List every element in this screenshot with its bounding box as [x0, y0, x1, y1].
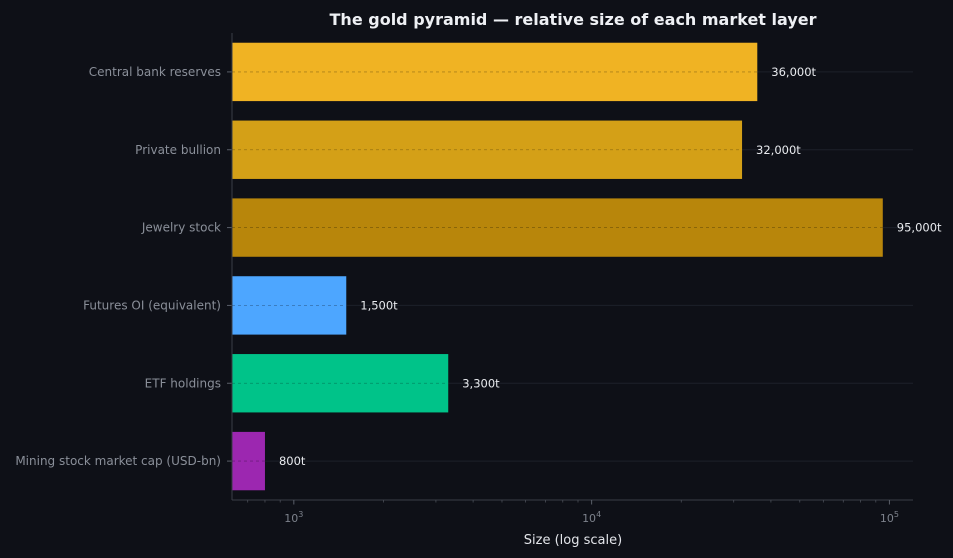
- value-label: 36,000t: [771, 65, 816, 79]
- category-label: Mining stock market cap (USD-bn): [15, 454, 221, 468]
- category-label: ETF holdings: [145, 376, 221, 390]
- x-tick-label: 103: [284, 510, 303, 525]
- bar: [232, 120, 743, 179]
- x-tick-label: 104: [582, 510, 601, 525]
- category-label: Central bank reserves: [89, 65, 221, 79]
- bar: [232, 276, 347, 335]
- bar: [232, 198, 883, 257]
- value-label: 95,000t: [897, 221, 942, 235]
- x-axis-label: Size (log scale): [524, 533, 622, 548]
- bar: [232, 431, 265, 491]
- category-label: Private bullion: [135, 143, 221, 157]
- value-label: 1,500t: [360, 298, 398, 312]
- category-label: Futures OI (equivalent): [83, 298, 221, 312]
- value-label: 3,300t: [462, 376, 500, 390]
- bar: [232, 42, 758, 102]
- value-label: 32,000t: [756, 143, 801, 157]
- category-label: Jewelry stock: [141, 221, 221, 235]
- x-tick-label: 105: [880, 510, 899, 525]
- bar: [232, 354, 449, 413]
- value-label: 800t: [279, 454, 306, 468]
- plot-area: Central bank reserves 36,000t Private bull…: [15, 33, 942, 525]
- chart-title: The gold pyramid — relative size of each…: [330, 10, 817, 29]
